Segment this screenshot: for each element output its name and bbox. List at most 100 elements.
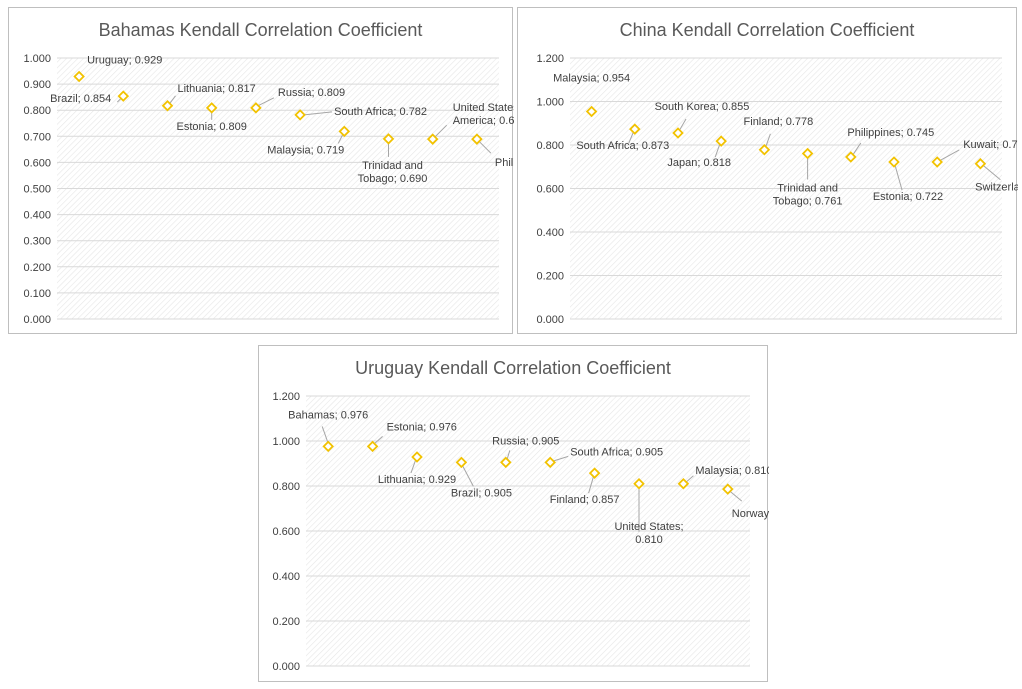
data-label: Estonia; 0.722 bbox=[873, 191, 943, 203]
data-label: Finland; 0.778 bbox=[744, 116, 814, 128]
y-tick-label: 1.000 bbox=[536, 97, 564, 109]
data-label: Japan; 0.818 bbox=[667, 157, 731, 169]
y-tick-label: 0.500 bbox=[23, 184, 51, 196]
leader-line bbox=[321, 426, 329, 444]
data-point-marker bbox=[544, 456, 556, 469]
leader-line bbox=[552, 455, 569, 462]
data-label: South Africa; 0.905 bbox=[570, 446, 663, 458]
y-tick-label: 1.200 bbox=[536, 53, 564, 65]
data-label: Malaysia; 0.719 bbox=[267, 144, 344, 156]
y-tick-label: 0.000 bbox=[272, 661, 300, 673]
data-label: South Korea; 0.855 bbox=[655, 101, 750, 113]
data-point-marker bbox=[888, 156, 900, 168]
leader-line bbox=[478, 140, 492, 154]
data-label: Trinidad and Tobago; 0.761 bbox=[773, 182, 843, 207]
leader-line bbox=[714, 142, 721, 158]
data-point-marker bbox=[250, 102, 262, 114]
y-tick-label: 0.100 bbox=[23, 288, 51, 300]
data-point-marker bbox=[672, 127, 684, 139]
leader-line bbox=[257, 97, 275, 107]
data-point-marker bbox=[722, 483, 734, 495]
leader-line bbox=[461, 465, 474, 487]
leader-line bbox=[410, 458, 417, 474]
data-point-marker bbox=[801, 147, 814, 160]
y-tick-label: 0.900 bbox=[23, 79, 51, 91]
data-label: Norway; 0.786 bbox=[732, 508, 769, 520]
data-label: Malaysia; 0.810 bbox=[695, 465, 769, 477]
data-label: Switzerland; 0.714 bbox=[975, 182, 1018, 194]
data-point-marker bbox=[366, 440, 379, 453]
y-tick-label: 0.600 bbox=[536, 184, 564, 196]
data-point-marker bbox=[426, 133, 439, 145]
data-point-marker bbox=[471, 133, 483, 145]
data-label: United States; 0.810 bbox=[614, 521, 683, 546]
leader-line bbox=[729, 490, 743, 502]
data-label: Bahamas; 0.976 bbox=[288, 409, 368, 421]
data-point-marker bbox=[455, 456, 468, 469]
y-tick-label: 0.800 bbox=[23, 105, 51, 117]
chart-title: Uruguay Kendall Correlation Coefficient bbox=[355, 358, 671, 378]
data-label: Uruguay; 0.929 bbox=[87, 55, 162, 67]
data-label: Brazil; 0.905 bbox=[451, 487, 512, 499]
y-tick-label: 0.700 bbox=[23, 131, 51, 143]
y-tick-label: 0.200 bbox=[23, 262, 51, 274]
leader-line bbox=[169, 95, 176, 105]
data-point-marker bbox=[715, 135, 727, 147]
data-label: Russia; 0.905 bbox=[492, 435, 559, 447]
leader-line bbox=[982, 164, 1001, 181]
data-label: Brazil; 0.854 bbox=[50, 93, 111, 105]
data-point-marker bbox=[73, 70, 85, 83]
y-tick-label: 0.000 bbox=[536, 314, 564, 326]
leader-line bbox=[938, 149, 960, 162]
y-tick-label: 0.800 bbox=[272, 481, 300, 493]
data-point-marker bbox=[588, 467, 601, 479]
data-point-marker bbox=[845, 151, 857, 163]
chart-title: Bahamas Kendall Correlation Coefficient bbox=[98, 20, 423, 40]
y-tick-label: 1.200 bbox=[272, 391, 300, 403]
y-tick-label: 0.000 bbox=[23, 314, 51, 326]
leader-line bbox=[588, 476, 595, 494]
data-label: Malaysia; 0.954 bbox=[553, 73, 630, 85]
y-tick-label: 0.400 bbox=[272, 571, 300, 583]
chart-panel-uruguay: Uruguay Kendall Correlation Coefficient … bbox=[258, 345, 769, 682]
data-point-marker bbox=[629, 123, 641, 135]
data-point-marker bbox=[322, 440, 334, 453]
leader-line bbox=[434, 124, 448, 138]
data-point-marker bbox=[294, 109, 306, 121]
data-label: Estonia; 0.976 bbox=[387, 421, 457, 433]
data-label: United States ofAmerica; 0.689 bbox=[453, 102, 514, 127]
data-point-marker bbox=[677, 477, 690, 490]
data-label: Finland; 0.857 bbox=[550, 494, 620, 506]
leader-line bbox=[678, 118, 687, 132]
data-label: Philippines; 0.689 bbox=[495, 157, 514, 169]
data-point-marker bbox=[633, 477, 645, 490]
y-tick-label: 0.800 bbox=[536, 140, 564, 152]
data-label: South Africa; 0.873 bbox=[576, 140, 669, 152]
leader-line bbox=[894, 164, 903, 191]
data-label: Kuwait; 0.722 bbox=[963, 139, 1018, 151]
y-tick-label: 0.600 bbox=[272, 526, 300, 538]
y-tick-label: 0.600 bbox=[23, 157, 51, 169]
data-point-marker bbox=[585, 105, 598, 118]
data-label: Lithuania; 0.929 bbox=[378, 474, 456, 486]
data-point-marker bbox=[338, 125, 351, 138]
data-point-marker bbox=[205, 102, 218, 114]
data-point-marker bbox=[161, 99, 174, 112]
data-point-marker bbox=[931, 156, 943, 168]
y-tick-label: 0.400 bbox=[536, 227, 564, 239]
chart-plot: 0.000 0.200 0.400 0.600 0.800 1.000 1.200 Malay… bbox=[536, 53, 1018, 326]
leader-line bbox=[852, 142, 862, 156]
y-tick-label: 0.300 bbox=[23, 236, 51, 248]
leader-line bbox=[628, 130, 635, 144]
y-tick-label: 0.200 bbox=[272, 616, 300, 628]
y-tick-label: 0.400 bbox=[23, 210, 51, 222]
leader-line bbox=[764, 133, 771, 148]
data-label: South Africa; 0.782 bbox=[334, 106, 427, 118]
chart-panel-china: China Kendall Correlation Coefficient 0.… bbox=[517, 7, 1018, 334]
y-tick-label: 1.000 bbox=[272, 436, 300, 448]
leader-line bbox=[304, 111, 333, 116]
data-point-marker bbox=[382, 133, 395, 145]
data-point-marker bbox=[117, 90, 130, 102]
data-label: Philippines; 0.745 bbox=[847, 127, 934, 139]
y-tick-label: 0.200 bbox=[536, 271, 564, 283]
